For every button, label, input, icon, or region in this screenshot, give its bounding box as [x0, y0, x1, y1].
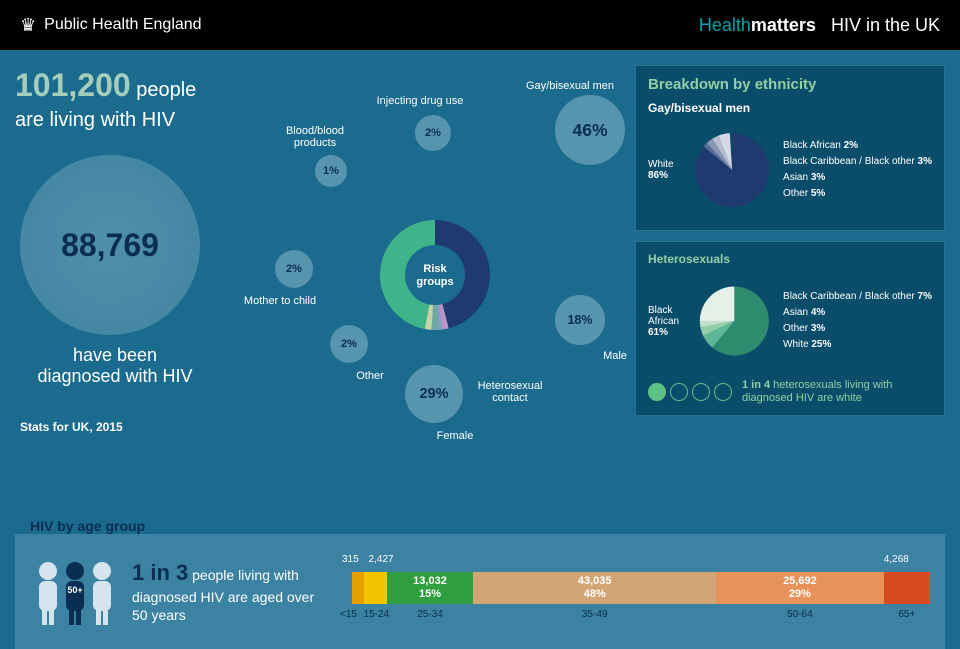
main-area: 101,200 people are living with HIV 88,76…	[0, 50, 960, 510]
crown-icon: ♛	[20, 15, 36, 36]
ethnicity-panel-gay: Breakdown by ethnicity Gay/bisexual men …	[635, 65, 945, 231]
risk-bubble-label: Mother to child	[235, 295, 325, 307]
het-pie-labels: Black Caribbean / Black other 7%Asian 4%…	[783, 289, 932, 353]
people-icon: 50+	[30, 557, 120, 627]
risk-bubble: 2%	[275, 250, 313, 288]
gay-pie	[691, 120, 773, 220]
diagnosed-text: have been diagnosed with HIV	[35, 345, 195, 387]
org-name: Public Health England	[44, 16, 201, 34]
one-in-four-icons	[648, 383, 732, 401]
left-panel: 101,200 people are living with HIV 88,76…	[15, 65, 635, 510]
gay-main-label: White86%	[648, 159, 681, 181]
svg-text:groups: groups	[416, 276, 453, 288]
risk-bubble: 2%	[330, 325, 368, 363]
headline-number: 101,200	[15, 67, 131, 103]
risk-donut: Risk groups	[375, 215, 495, 335]
age-section: 50+ 1 in 3 people living with diagnosed …	[15, 534, 945, 649]
headline-line2: are living with HIV	[15, 109, 175, 131]
het-subtitle: Heterosexuals	[648, 252, 932, 266]
risk-bubble: 29%	[405, 365, 463, 423]
one-in-four-text: 1 in 4 heterosexuals living with diagnos…	[742, 379, 932, 405]
brand-health: Health	[699, 15, 751, 35]
risk-bubble-label: Gay/bisexual men	[525, 80, 615, 92]
org-logo: ♛ Public Health England	[20, 15, 202, 36]
risk-bubble-label: Blood/blood products	[270, 125, 360, 149]
header-bar: ♛ Public Health England Healthmatters HI…	[0, 0, 960, 50]
diagnosed-number: 88,769	[61, 227, 159, 264]
risk-bubble: 18%	[555, 295, 605, 345]
age-segment: 13,03215%25-34	[387, 572, 474, 604]
age-bar-chart: 315<152,42715-2413,03215%25-3443,03548%3…	[352, 552, 930, 632]
svg-text:50+: 50+	[67, 585, 82, 595]
het-pie	[696, 271, 773, 371]
gay-pie-labels: Black African 2%Black Caribbean / Black …	[783, 138, 932, 202]
age-segment: 43,03548%35-49	[473, 572, 716, 604]
age-segment: 25,69229%50-64	[716, 572, 884, 604]
age-segment: 4,26865+	[884, 572, 930, 604]
right-panel: Breakdown by ethnicity Gay/bisexual men …	[635, 65, 945, 510]
stats-footnote: Stats for UK, 2015	[20, 420, 123, 434]
age-section-title: HIV by age group	[30, 518, 960, 534]
risk-bubble: 2%	[415, 115, 451, 151]
topic-text: HIV in the UK	[831, 15, 940, 35]
ethnicity-title: Breakdown by ethnicity	[648, 76, 932, 93]
risk-bubble-label: Injecting drug use	[375, 95, 465, 107]
page-title: Healthmatters HIV in the UK	[699, 15, 940, 36]
het-main-label: BlackAfrican61%	[648, 305, 686, 338]
age-segment: 315<15	[352, 572, 364, 604]
ethnicity-panel-het: Heterosexuals BlackAfrican61% Black Cari…	[635, 241, 945, 416]
gay-subtitle: Gay/bisexual men	[648, 101, 932, 115]
brand-matters: matters	[751, 15, 816, 35]
risk-groups-chart: Risk groups 46%Gay/bisexual men2%Injecti…	[255, 95, 635, 445]
age-segment: 2,42715-24	[364, 572, 387, 604]
age-left: 50+ 1 in 3 people living with diagnosed …	[30, 557, 332, 627]
one-in-three-text: 1 in 3 people living with diagnosed HIV …	[132, 559, 332, 624]
risk-bubble-label: Other	[325, 370, 415, 382]
risk-bubble-label: Male	[570, 350, 660, 362]
risk-bubble-label: Female	[410, 430, 500, 442]
headline-after: people	[131, 79, 197, 101]
donut-center-label: Risk	[423, 263, 447, 275]
risk-bubble: 46%	[555, 95, 625, 165]
diagnosed-circle: 88,769	[20, 155, 200, 335]
one-in-four: 1 in 4 heterosexuals living with diagnos…	[648, 379, 932, 405]
risk-bubble: 1%	[315, 155, 347, 187]
